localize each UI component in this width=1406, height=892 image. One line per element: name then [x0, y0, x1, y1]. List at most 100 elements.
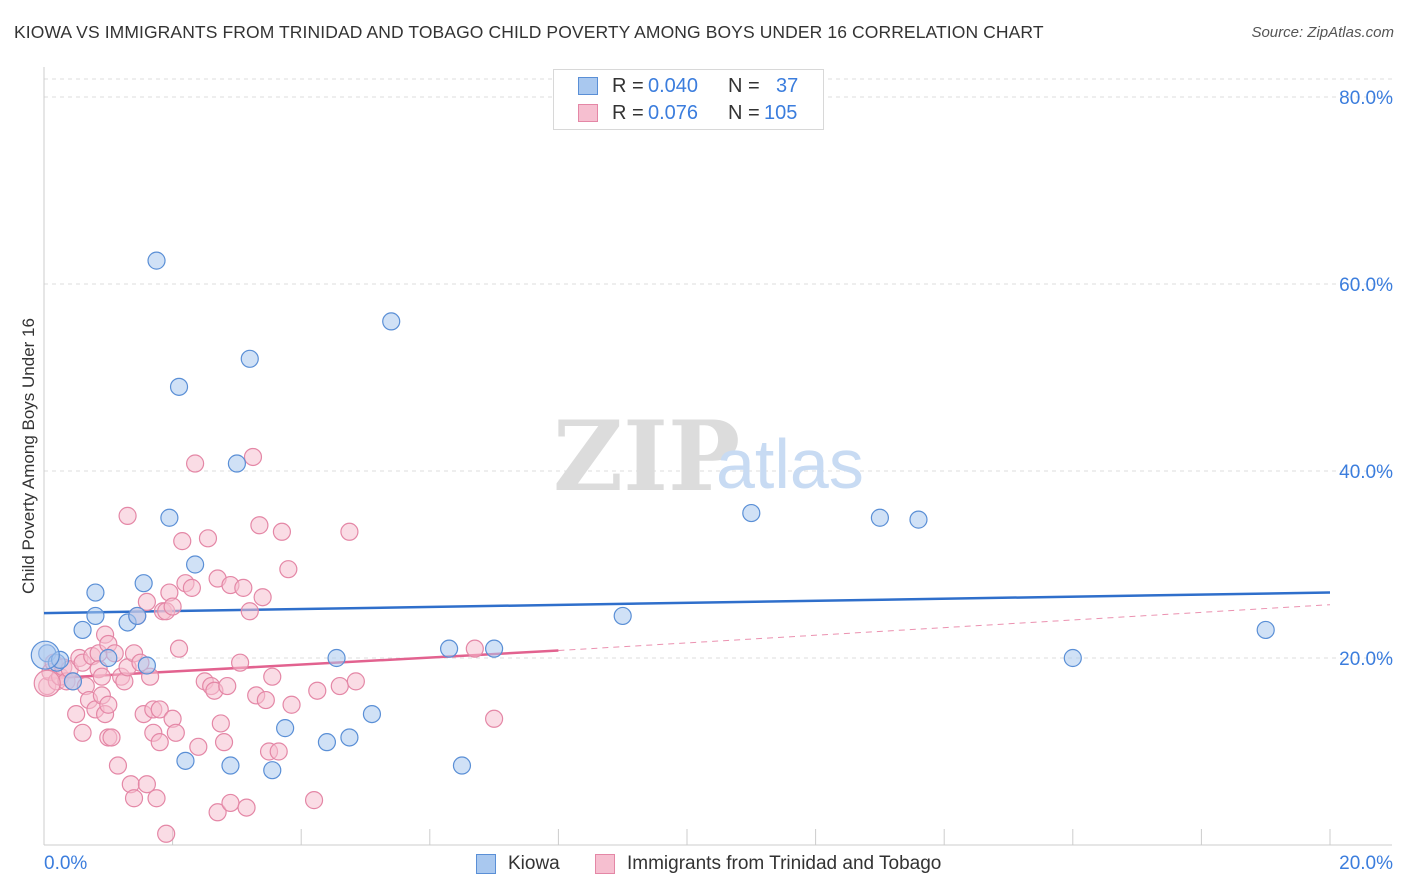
tt-point	[340, 522, 359, 541]
tt-point	[308, 681, 327, 700]
x-tick-label-min: 0.0%	[44, 853, 87, 874]
bottom-legend-swatch-tt	[595, 854, 615, 874]
tt-point	[186, 454, 205, 473]
tt-point	[189, 737, 208, 756]
axes-layer	[43, 67, 1392, 846]
tt-point	[73, 723, 92, 742]
kiowa-point	[240, 349, 259, 368]
tt-point	[304, 791, 324, 810]
tt-point	[250, 516, 269, 535]
kiowa-point	[73, 620, 92, 640]
kiowa-point	[99, 648, 118, 668]
tt-point	[147, 789, 166, 808]
kiowa-point	[362, 704, 382, 724]
tt-point	[243, 447, 263, 467]
legend-n-value: 37	[776, 75, 799, 97]
tt-point	[253, 588, 272, 607]
tt-point	[214, 733, 234, 752]
kiowa-point	[86, 606, 105, 626]
kiowa-point	[63, 672, 83, 691]
kiowa-point	[30, 640, 60, 670]
tt-point	[272, 522, 292, 541]
kiowa-point	[340, 728, 359, 747]
tt-point	[173, 532, 192, 551]
kiowa-point	[86, 583, 105, 602]
legend-swatch-kiowa	[578, 77, 598, 95]
bottom-legend-swatch-kiowa	[476, 854, 496, 874]
points-layer	[30, 251, 1275, 843]
grid-layer	[44, 78, 1392, 659]
kiowa-point	[382, 312, 401, 331]
tt-point	[465, 639, 484, 658]
legend-r-value: 0.076	[648, 102, 699, 124]
tt-point	[208, 803, 227, 822]
y-axis-title: Child Poverty Among Boys Under 16	[19, 318, 38, 594]
kiowa-point	[186, 555, 205, 574]
tt-point	[33, 669, 61, 697]
kiowa-point	[439, 639, 459, 658]
trendline-tt-extension	[558, 604, 1331, 652]
tt-point	[108, 756, 128, 775]
bottom-legend-label-kiowa: Kiowa	[508, 853, 560, 874]
y-tick-label: 80.0%	[1339, 88, 1393, 109]
tt-point	[221, 793, 240, 813]
kiowa-point	[134, 574, 153, 593]
tt-point	[269, 742, 288, 761]
kiowa-point	[1063, 648, 1082, 668]
tt-point	[218, 676, 237, 696]
tt-point	[256, 690, 275, 710]
tt-point	[150, 700, 169, 719]
tt-point	[234, 578, 253, 597]
x-tick-label-max: 20.0%	[1339, 853, 1393, 874]
tt-point	[279, 560, 298, 579]
watermark: ZIP atlas	[553, 400, 864, 513]
kiowa-point	[227, 454, 246, 473]
legend-n-label: N =	[728, 102, 760, 124]
source-label: Source: ZipAtlas.com	[1251, 24, 1394, 41]
tt-point	[237, 798, 256, 817]
legend-r-value: 0.040	[648, 75, 699, 97]
kiowa-point	[176, 751, 195, 770]
y-tick-label: 60.0%	[1339, 275, 1393, 296]
labels-layer: 20.0% 40.0% 60.0% 80.0% 0.0% 20.0% Child Pover…	[19, 88, 1393, 874]
tt-point	[346, 672, 365, 691]
trendline-kiowa	[43, 591, 1331, 615]
legend-r-label: R =	[612, 75, 644, 97]
tt-point	[282, 695, 301, 714]
tt-point	[231, 653, 250, 672]
kiowa-point	[613, 606, 632, 626]
kiowa-point	[128, 606, 147, 626]
kiowa-point	[160, 508, 179, 527]
tt-point	[211, 714, 230, 733]
tt-point	[137, 775, 156, 794]
tt-point	[169, 639, 189, 658]
kiowa-point	[1256, 620, 1275, 640]
tt-point	[118, 506, 137, 525]
kiowa-point	[485, 639, 504, 658]
y-tick-label: 20.0%	[1339, 649, 1393, 670]
tt-point	[240, 602, 259, 621]
kiowa-point	[327, 648, 346, 668]
tt-point	[124, 789, 144, 808]
tt-point	[137, 592, 156, 612]
tt-point	[150, 733, 169, 752]
kiowa-point	[169, 377, 189, 396]
kiowa-point	[263, 761, 282, 780]
tt-point	[485, 709, 504, 728]
kiowa-point	[221, 756, 240, 775]
bottom-legend-label-tt: Immigrants from Trinidad and Tobago	[627, 853, 942, 874]
legend-r-label: R =	[612, 102, 644, 124]
watermark-atlas: atlas	[716, 425, 864, 503]
legend-swatch-tt	[578, 104, 598, 122]
kiowa-point	[742, 503, 761, 523]
kiowa-point	[276, 719, 295, 738]
legend-n-value: 105	[764, 102, 798, 124]
tt-point	[330, 676, 349, 696]
tt-point	[182, 578, 201, 597]
kiowa-point	[137, 656, 156, 675]
kiowa-point	[147, 251, 166, 270]
tt-point	[92, 667, 111, 686]
legend-box: R = 0.040 N = 37 R = 0.076 N = 105	[553, 69, 824, 130]
y-tick-label: 40.0%	[1339, 462, 1393, 483]
